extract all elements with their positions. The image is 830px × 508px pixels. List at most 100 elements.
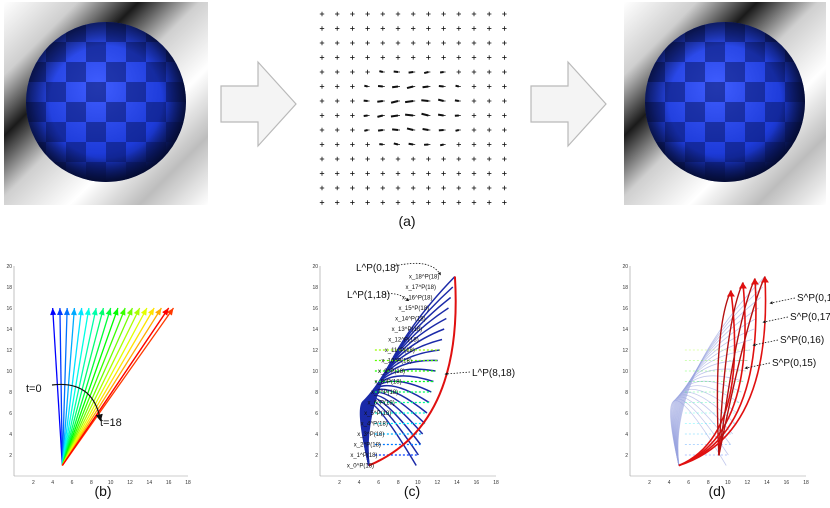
- flow-vector: [319, 98, 325, 104]
- label-pointer: [744, 362, 771, 370]
- y-tick-label: 14: [6, 327, 12, 333]
- point-label: x_2^P(18): [354, 443, 381, 449]
- label-pointer: [444, 371, 471, 376]
- flow-vector: [395, 26, 401, 31]
- y-tick-label: 16: [622, 306, 628, 312]
- motion-vector: [61, 307, 97, 466]
- plot-d: 2 4 6 8 10 12 14 16 18 2 4 6 8 10 12 14 16 18 20 S^P(0,18) S…: [622, 264, 830, 486]
- motion-vector-head: [167, 308, 174, 316]
- motion-vector-head: [126, 308, 133, 316]
- flow-vector: [487, 40, 492, 46]
- flow-vector: [471, 26, 477, 31]
- motion-vector-head: [84, 308, 91, 316]
- flow-vector: [456, 156, 461, 162]
- flow-vector: [471, 142, 477, 147]
- flow-vector: [395, 185, 401, 191]
- point-label: x_15^P(18): [399, 306, 430, 312]
- flow-vector: [441, 171, 446, 176]
- motion-vector-head: [57, 308, 64, 316]
- flow-vector: [365, 26, 370, 31]
- flow-vector: [426, 200, 431, 205]
- flow-vector: [408, 71, 416, 74]
- flow-vector: [487, 200, 492, 205]
- flow-vector: [471, 185, 477, 191]
- flow-vector: [364, 129, 370, 132]
- flow-vector: [365, 200, 370, 205]
- flow-vector: [335, 55, 340, 60]
- motion-vector: [61, 307, 175, 466]
- flow-vector: [441, 156, 446, 162]
- x-tick-label: 12: [435, 480, 441, 486]
- point-label: x_16^P(18): [402, 296, 433, 302]
- surface-label: S^P(0,15): [772, 358, 816, 369]
- flow-vector: [380, 11, 385, 17]
- flow-vector: [350, 98, 355, 104]
- flow-vector: [319, 185, 325, 191]
- motion-vector: [61, 307, 162, 466]
- process-arrow-2: [530, 60, 607, 148]
- x-tick-label: 4: [358, 480, 361, 486]
- flow-vector: [455, 84, 461, 88]
- surface-curve: [678, 290, 736, 467]
- flow-vector: [406, 85, 416, 90]
- y-tick-label: 18: [622, 285, 628, 291]
- flow-vector: [502, 84, 507, 89]
- x-tick-label: 16: [474, 480, 480, 486]
- flow-vector: [335, 69, 340, 75]
- y-tick-label: 8: [315, 390, 318, 396]
- surface-arrow-head: [750, 278, 759, 285]
- time-arc: [51, 383, 103, 422]
- motion-vector-head: [98, 308, 105, 316]
- flow-vector: [487, 84, 492, 89]
- flow-vector: [319, 55, 325, 60]
- curve-label: L^P(0,18): [356, 263, 399, 274]
- flow-vector: [380, 55, 385, 60]
- flow-vector: [335, 84, 340, 89]
- surface-curve: [678, 276, 767, 467]
- flow-vector: [380, 171, 385, 176]
- flow-vector: [335, 156, 340, 162]
- flow-vector: [350, 171, 355, 176]
- y-tick-label: 4: [315, 432, 318, 438]
- point-label: x_5^P(18): [364, 411, 391, 417]
- flow-vector: [441, 26, 446, 31]
- flow-vector: [487, 156, 492, 162]
- flow-vector: [421, 112, 431, 117]
- flow-vector: [502, 142, 507, 147]
- x-tick-label: 18: [185, 480, 191, 486]
- surface-arrow-head: [760, 276, 769, 283]
- flow-vector: [377, 114, 385, 118]
- motion-vector: [61, 307, 112, 466]
- x-tick-label: 18: [803, 480, 809, 486]
- flow-vector: [319, 11, 325, 17]
- flow-vector: [411, 55, 416, 60]
- flow-vector: [502, 127, 507, 133]
- flow-vector: [426, 156, 431, 162]
- y-tick-label: 8: [9, 390, 12, 396]
- surface-curve: [718, 276, 766, 456]
- flow-vector: [411, 156, 416, 162]
- point-label: x_10^P(18): [381, 359, 412, 365]
- flow-vector: [380, 40, 385, 46]
- flow-vector: [335, 142, 340, 147]
- y-tick-label: 6: [625, 411, 628, 417]
- curve-label: L^P(8,18): [472, 368, 515, 379]
- flow-vector: [456, 55, 461, 60]
- flow-vector: [456, 11, 461, 17]
- x-tick-label: 6: [377, 480, 380, 486]
- flow-vector: [364, 84, 370, 88]
- flow-vector: [319, 69, 325, 75]
- flow-vector: [441, 55, 446, 60]
- flow-vector: [456, 200, 461, 205]
- surface-label: S^P(0,17): [790, 312, 830, 323]
- flow-vector: [471, 98, 477, 104]
- flow-vector: [487, 26, 492, 31]
- flow-vector: [380, 26, 385, 31]
- flow-vector: [471, 113, 477, 118]
- y-tick-label: 14: [622, 327, 628, 333]
- flow-vector: [335, 98, 340, 104]
- flow-vector: [502, 69, 507, 75]
- x-tick-label: 12: [745, 480, 751, 486]
- flow-vector: [319, 40, 325, 46]
- flow-vector: [395, 200, 401, 205]
